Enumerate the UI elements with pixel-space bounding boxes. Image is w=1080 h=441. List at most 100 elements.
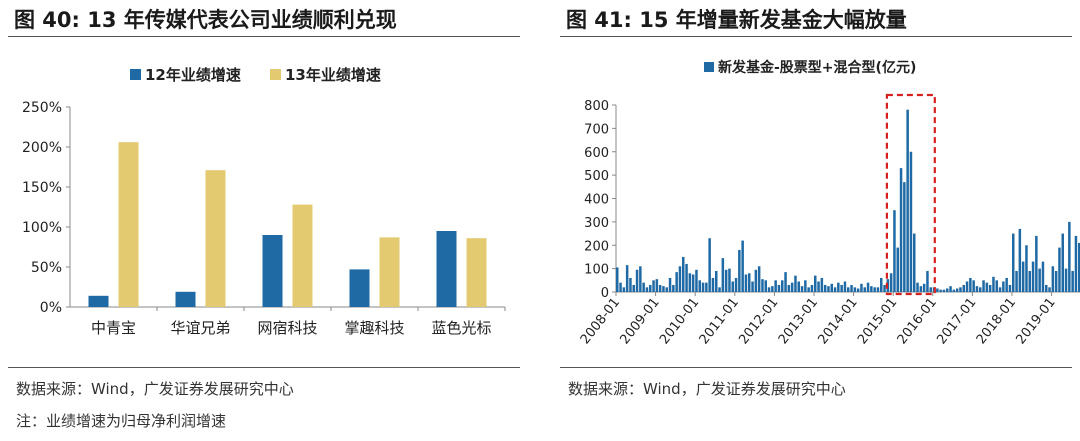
bar-month-79 (876, 287, 880, 292)
bar-month-8 (642, 282, 645, 292)
right-bar-chart: 01002003004005006007008002008-012009-012… (578, 59, 1080, 347)
bar-month-84 (893, 210, 896, 292)
bar-month-16 (668, 277, 672, 292)
y-tick-label: 300 (584, 216, 609, 231)
bar-month-40 (748, 273, 751, 292)
legend-label: 12年业绩增速 (145, 66, 241, 84)
bar-month-127 (1035, 235, 1038, 292)
bar-12-4 (436, 231, 457, 307)
bar-month-41 (751, 281, 754, 292)
bar-month-29 (711, 277, 715, 292)
x-tick-label: 2009-01 (617, 295, 662, 347)
right-title-rule (560, 36, 1072, 37)
bar-month-105 (962, 284, 965, 292)
bar-month-140 (1078, 242, 1080, 292)
bar-month-100 (946, 288, 949, 292)
bar-month-11 (652, 280, 655, 292)
bar-month-101 (949, 286, 952, 292)
bar-month-132 (1051, 266, 1055, 292)
bar-month-107 (969, 277, 972, 292)
bar-month-121 (1015, 270, 1018, 292)
bar-month-9 (645, 287, 649, 292)
bar-month-114 (992, 276, 995, 292)
bar-month-45 (764, 280, 767, 292)
bar-month-137 (1068, 221, 1071, 292)
left-source-rule (8, 367, 520, 368)
bar-month-123 (1021, 261, 1025, 292)
bar-12-3 (349, 269, 370, 307)
right-source-text: 数据来源：Wind，广发证券发展研究中心 (568, 380, 846, 398)
y-tick-label: 200 (584, 239, 609, 254)
bar-month-17 (672, 284, 675, 292)
bar-month-13 (658, 284, 662, 292)
bar-month-62 (820, 277, 824, 292)
y-tick-label: 500 (584, 169, 609, 184)
bar-month-2 (622, 287, 626, 292)
bar-12-2 (262, 235, 283, 307)
bar-month-135 (1061, 233, 1064, 292)
bar-month-78 (873, 287, 876, 292)
bar-month-52 (787, 284, 791, 292)
bar-month-37 (738, 249, 741, 292)
bar-month-72 (853, 287, 857, 292)
bar-month-1 (619, 282, 622, 292)
bar-month-57 (804, 280, 807, 292)
bar-month-12 (655, 279, 659, 292)
bar-month-59 (810, 284, 814, 292)
bar-month-85 (896, 247, 899, 292)
left-source-text: 数据来源：Wind，广发证券发展研究中心 (16, 380, 294, 398)
bar-month-103 (955, 288, 959, 292)
y-tick-label: 100 (584, 263, 609, 278)
right-figure: 图 41: 15 年增量新发基金大幅放量 0 100 200 300 400 500 600… (552, 0, 1080, 441)
bar-12-0 (88, 295, 109, 307)
y-tick-label: 200% (22, 140, 62, 156)
bar-month-113 (988, 284, 992, 292)
bar-month-112 (985, 282, 989, 292)
bar-month-65 (830, 283, 833, 292)
bar-month-95 (929, 287, 932, 292)
bar-month-64 (827, 286, 830, 292)
bar-month-74 (860, 283, 863, 292)
bar-month-60 (814, 275, 817, 292)
bar-month-14 (662, 286, 665, 292)
bar-month-50 (781, 280, 784, 292)
bar-month-93 (922, 283, 926, 292)
left-note-text: 注：业绩增速为归母净利润增速 (16, 412, 227, 430)
left-figure-title: 图 40: 13 年传媒代表公司业绩顺利兑现 (14, 8, 397, 32)
bar-month-104 (959, 287, 962, 292)
bar-13-3 (379, 237, 400, 307)
bar-month-108 (972, 280, 975, 292)
bar-month-109 (975, 286, 979, 292)
right-source-rule (560, 367, 1072, 368)
bar-month-15 (665, 287, 668, 292)
legend-swatch (130, 69, 141, 80)
bar-month-25 (698, 280, 701, 292)
bar-month-134 (1058, 247, 1061, 292)
x-tick-label: 2011-01 (697, 295, 742, 347)
bar-month-116 (998, 287, 1002, 292)
y-tick-label: 700 (584, 122, 609, 137)
bar-month-139 (1074, 235, 1078, 292)
y-tick-label: 400 (584, 193, 609, 208)
bar-13-0 (118, 142, 139, 307)
bar-month-51 (784, 272, 787, 292)
right-figure-title: 图 41: 15 年增量新发基金大幅放量 (566, 8, 907, 32)
bar-month-19 (678, 266, 682, 292)
bar-month-138 (1071, 270, 1074, 292)
bar-month-98 (939, 289, 942, 292)
bar-month-21 (685, 263, 688, 292)
bar-month-86 (899, 168, 903, 292)
bar-month-80 (880, 277, 883, 292)
x-tick-label: 网宿科技 (257, 319, 317, 337)
bar-month-69 (843, 281, 847, 292)
bar-month-32 (721, 258, 725, 292)
x-tick-label: 2015-01 (855, 295, 900, 347)
bar-month-87 (903, 182, 906, 292)
bar-month-130 (1045, 284, 1048, 292)
bar-month-24 (695, 269, 698, 292)
y-tick-label: 250% (22, 100, 62, 116)
bar-month-0 (616, 267, 619, 292)
bar-month-102 (952, 289, 956, 292)
bar-month-94 (926, 270, 929, 292)
bar-month-97 (936, 288, 939, 292)
